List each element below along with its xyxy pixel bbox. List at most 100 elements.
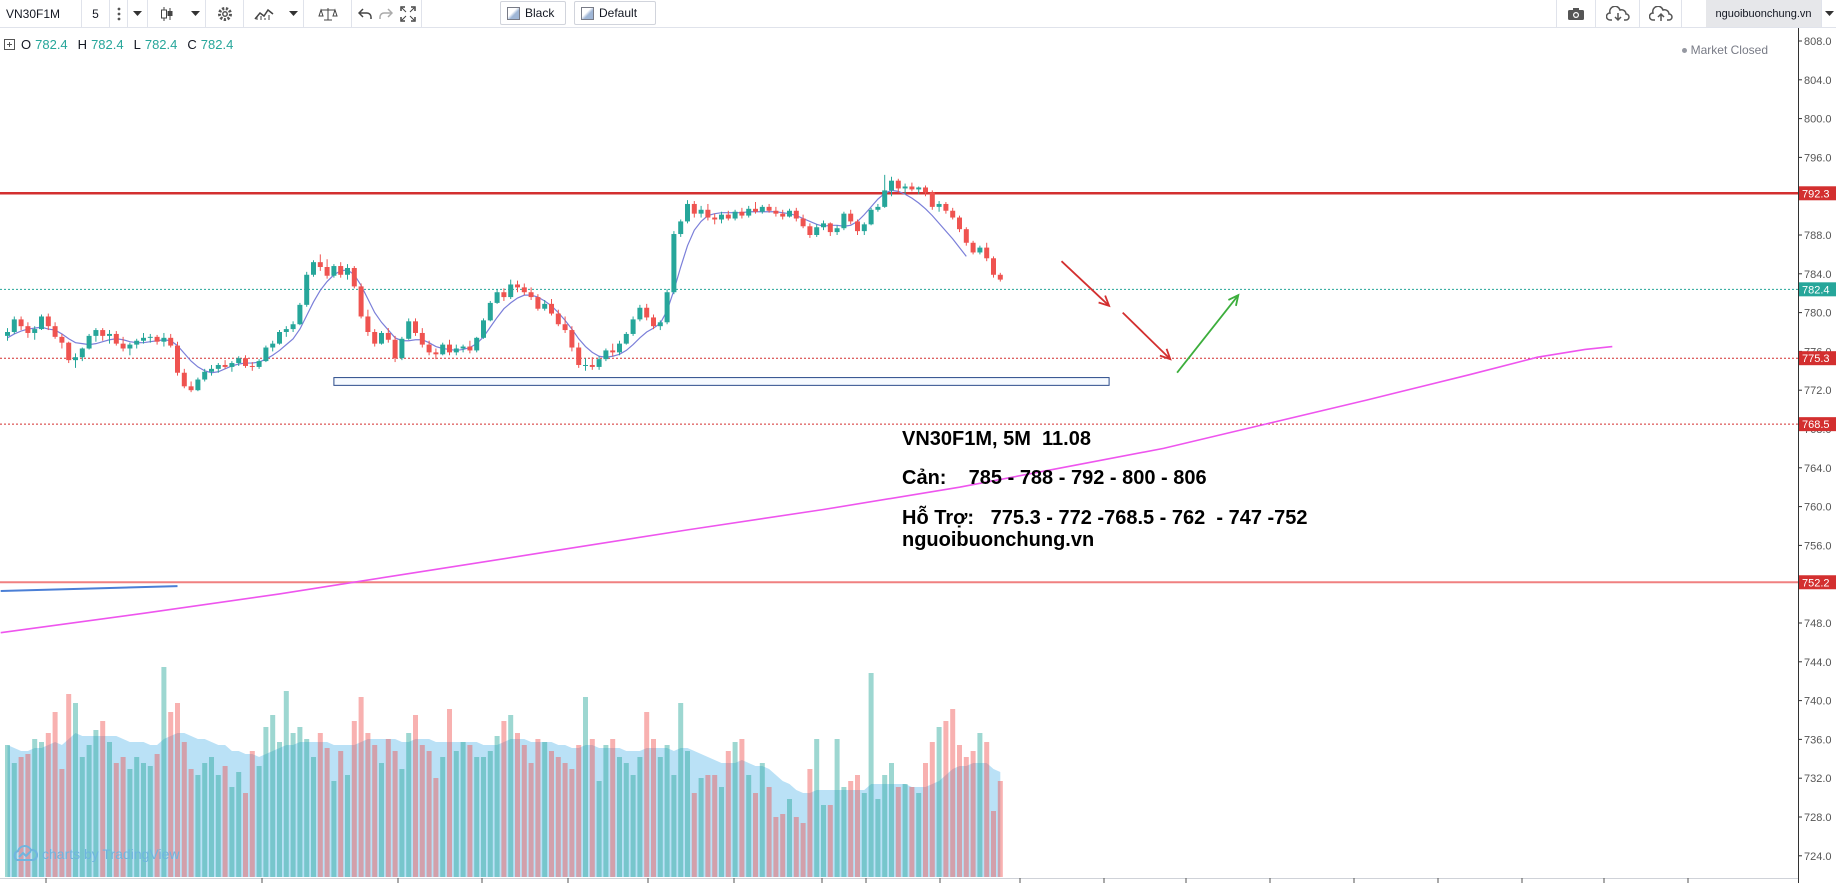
volume-bar xyxy=(719,787,724,877)
volume-bar xyxy=(379,763,384,877)
candle-body xyxy=(984,247,990,259)
interval-more-icon[interactable] xyxy=(110,0,128,27)
candle-body xyxy=(855,221,860,232)
volume-bar xyxy=(59,769,65,877)
candle-body xyxy=(113,333,119,344)
theme-button[interactable]: Black xyxy=(500,1,566,25)
volume-bar xyxy=(127,769,133,877)
price-marker-label: 752.2 xyxy=(1802,577,1830,589)
candle-body xyxy=(324,267,330,276)
volume-bar xyxy=(759,763,765,877)
volume-bar xyxy=(345,775,350,877)
candle-body xyxy=(923,187,928,193)
volume-bar xyxy=(372,745,378,877)
price-axis[interactable] xyxy=(1798,28,1836,883)
volume-bar xyxy=(93,730,99,877)
volume-bar xyxy=(664,745,670,877)
chevron-down-icon[interactable] xyxy=(128,0,148,27)
expand-plus-icon[interactable] xyxy=(4,39,15,50)
cloud-download-icon[interactable] xyxy=(1596,0,1640,27)
undo-icon[interactable] xyxy=(352,0,378,27)
candle-body xyxy=(977,247,983,253)
volume-bar xyxy=(630,775,636,877)
candle-body xyxy=(487,302,493,321)
chevron-down-icon[interactable] xyxy=(1822,0,1836,27)
volume-bar xyxy=(11,763,17,877)
candle-body xyxy=(134,340,140,345)
interval-selector[interactable]: 5 xyxy=(82,0,110,27)
candle-body xyxy=(317,262,323,268)
candle-body xyxy=(32,329,38,333)
compare-scale-icon[interactable] xyxy=(304,0,352,27)
low-value: 782.4 xyxy=(144,37,178,52)
gear-icon[interactable] xyxy=(206,0,244,27)
high-label: H xyxy=(77,37,88,52)
volume-bar xyxy=(154,754,160,877)
forecast-arrow[interactable] xyxy=(1176,294,1240,374)
candle-body xyxy=(283,329,289,332)
chevron-down-icon[interactable] xyxy=(284,0,304,27)
volume-bar xyxy=(175,703,180,877)
layout-button[interactable]: Default xyxy=(574,1,656,25)
support-zone-rect[interactable] xyxy=(333,377,1110,386)
volume-bar xyxy=(113,763,119,877)
candle-body xyxy=(365,316,371,332)
candle-body xyxy=(263,347,269,362)
volume-bar xyxy=(229,787,235,877)
volume-bar xyxy=(807,769,813,877)
forecast-arrow[interactable] xyxy=(1060,260,1110,307)
candle-body xyxy=(440,344,446,355)
candle-body xyxy=(698,209,704,214)
volume-bar xyxy=(657,757,663,877)
volume-bar xyxy=(963,757,969,877)
volume-bar xyxy=(120,757,126,877)
candle-body xyxy=(943,203,949,211)
candle-body xyxy=(902,186,908,189)
symbol-search[interactable]: VN30F1M xyxy=(0,0,82,27)
candle-body xyxy=(120,343,126,349)
site-link[interactable]: nguoibuonchung.vn xyxy=(1706,0,1822,27)
trend-line[interactable] xyxy=(0,585,178,592)
volume-bar xyxy=(997,781,1003,877)
candle-body xyxy=(392,339,398,359)
redo-icon[interactable] xyxy=(378,0,394,27)
volume-bar xyxy=(32,739,38,877)
price-tick-label: 796.0 xyxy=(1804,152,1832,164)
volume-bar xyxy=(848,781,854,877)
candle-body xyxy=(916,187,922,190)
candle-body xyxy=(739,211,745,216)
candle-body xyxy=(671,234,677,293)
volume-bar xyxy=(766,787,772,877)
volume-bar xyxy=(290,733,296,877)
candle-body xyxy=(800,218,806,227)
ohlc-legend: O 782.4 H 782.4 L 782.4 C 782.4 xyxy=(4,37,239,52)
volume-ma-area xyxy=(7,733,1001,877)
fullscreen-icon[interactable] xyxy=(394,0,422,27)
volume-bar xyxy=(331,781,337,877)
candle-body xyxy=(311,262,316,275)
candle-body xyxy=(637,307,643,320)
volume-bar xyxy=(243,793,248,877)
chevron-down-icon[interactable] xyxy=(186,0,206,27)
camera-icon[interactable] xyxy=(1556,0,1596,27)
volume-bar xyxy=(297,727,303,877)
candle-body xyxy=(664,292,670,323)
candle-body xyxy=(467,346,473,351)
candle-body xyxy=(168,337,174,346)
price-tick-label: 772.0 xyxy=(1804,385,1832,397)
candles-style-icon[interactable] xyxy=(148,0,186,27)
candle-body xyxy=(433,352,439,355)
indicators-icon[interactable] xyxy=(244,0,284,27)
open-value: 782.4 xyxy=(35,37,68,52)
volume-bar xyxy=(882,775,888,877)
volume-bar xyxy=(991,811,996,877)
market-status: Market Closed xyxy=(1681,43,1768,57)
layout-image-icon xyxy=(581,6,594,20)
candle-body xyxy=(610,350,616,353)
candle-body xyxy=(379,332,384,344)
volume-bar xyxy=(256,766,262,877)
forecast-arrow[interactable] xyxy=(1122,311,1171,360)
cloud-upload-icon[interactable] xyxy=(1640,0,1682,27)
candle-body xyxy=(351,267,357,287)
